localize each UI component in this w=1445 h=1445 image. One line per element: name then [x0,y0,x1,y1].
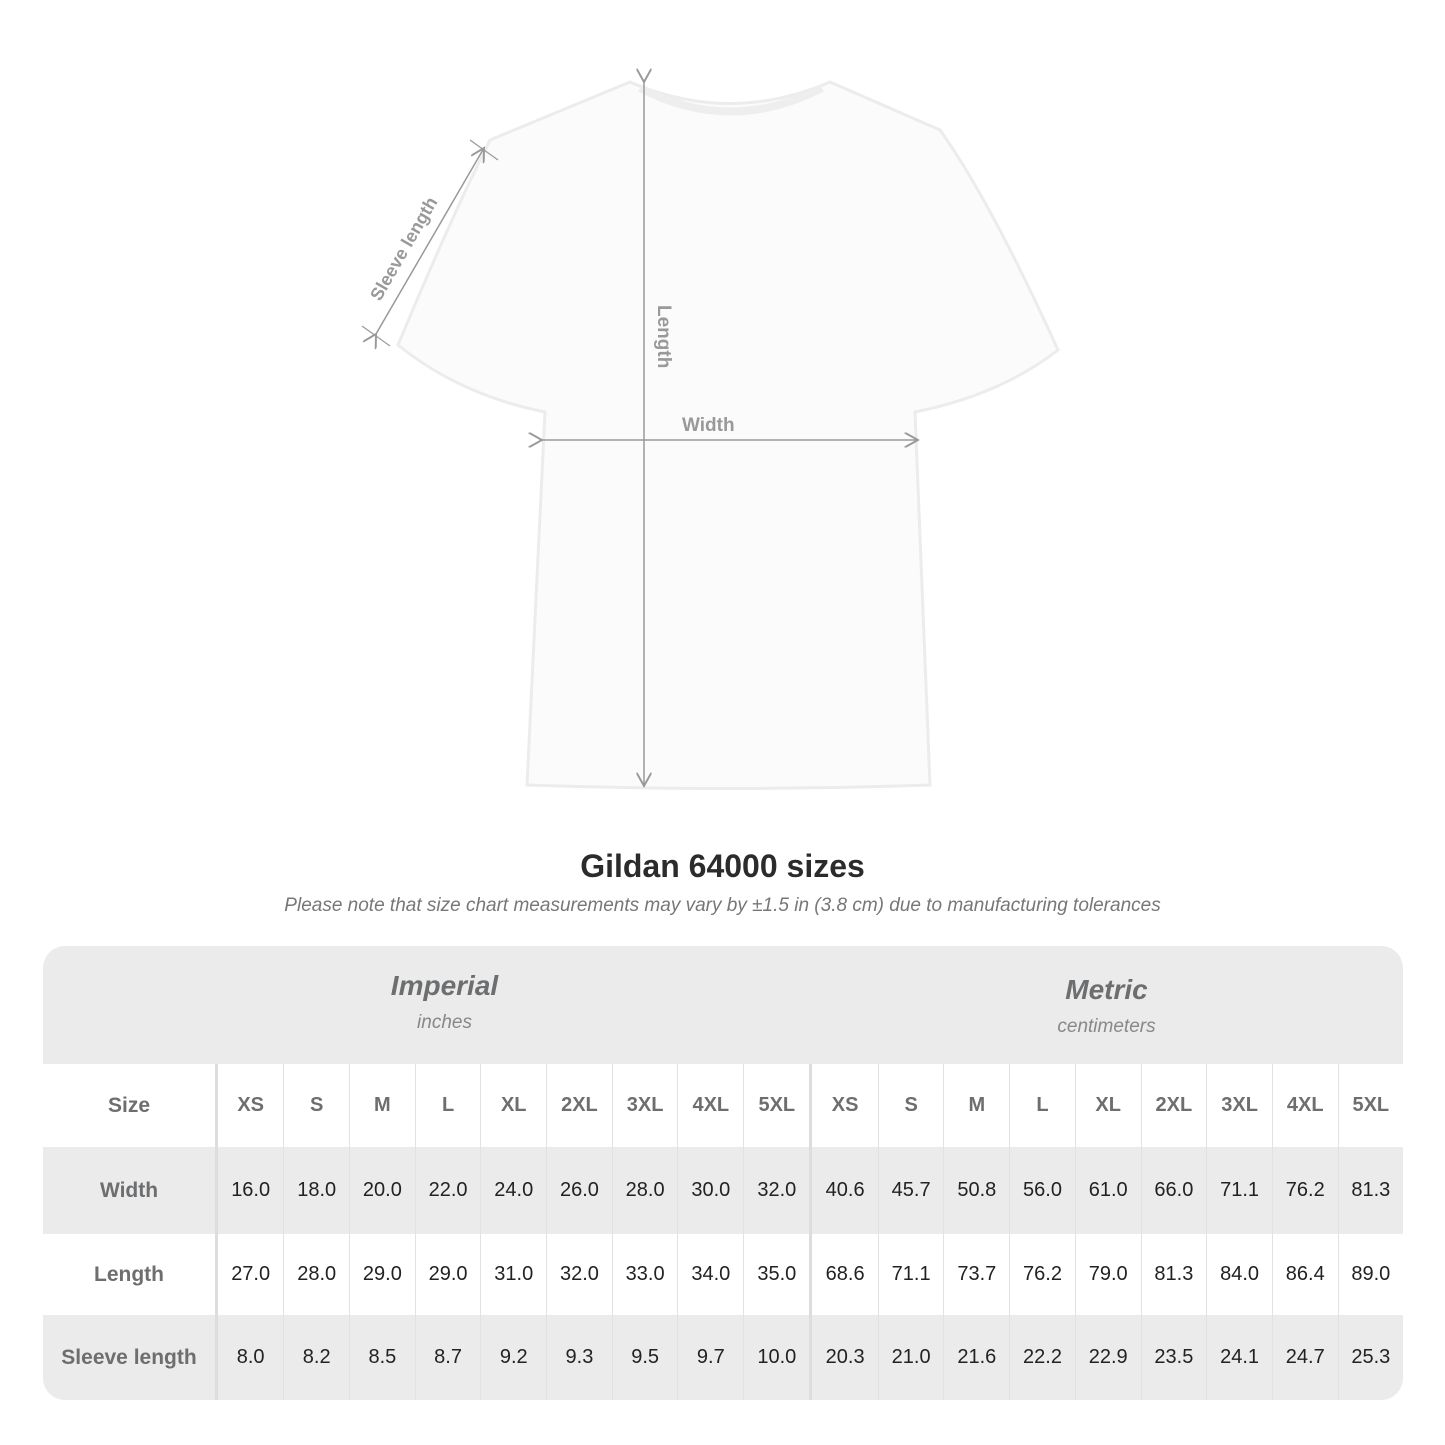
imperial-value: 20.0 [349,1147,416,1234]
imperial-value: 26.0 [546,1147,613,1234]
metric-value: 25.3 [1337,1315,1403,1400]
metric-value: 81.3 [1337,1147,1403,1234]
size-header: 5XL [743,1064,811,1147]
length-label: Length [653,305,674,368]
tshirt-diagram: Sleeve length Length Width [361,0,1060,790]
metric-value: 56.0 [1009,1147,1076,1234]
imperial-value: 10.0 [743,1315,811,1400]
imperial-value: 9.5 [611,1315,678,1400]
page-title: Gildan 64000 sizes [580,848,865,884]
metric-value: 89.0 [1337,1234,1403,1315]
size-header: M [349,1064,416,1147]
imperial-value: 32.0 [546,1234,613,1315]
imperial-value: 24.0 [480,1147,547,1234]
imperial-value: 35.0 [743,1234,811,1315]
metric-value: 24.7 [1271,1315,1339,1400]
metric-value: 68.6 [809,1234,879,1315]
size-header: XL [480,1064,547,1147]
metric-value: 50.8 [943,1147,1010,1234]
metric-value: 61.0 [1074,1147,1142,1234]
imperial-value: 8.2 [283,1315,350,1400]
imperial-heading: Imperial [390,970,499,1001]
metric-value: 76.2 [1009,1234,1076,1315]
size-label: Size [43,1064,218,1147]
imperial-value: 28.0 [283,1234,350,1315]
row-label: Width [43,1147,218,1234]
imperial-value: 8.0 [215,1315,284,1400]
imperial-value: 9.3 [546,1315,613,1400]
size-header: XS [215,1064,284,1147]
imperial-value: 8.7 [414,1315,481,1400]
row-label: Length [43,1234,218,1315]
size-header: XS [809,1064,879,1147]
imperial-value: 28.0 [611,1147,678,1234]
imperial-value: 27.0 [215,1234,284,1315]
size-header: M [943,1064,1010,1147]
sleeve-arrow [376,148,484,334]
row-label: Sleeve length [43,1315,218,1400]
metric-value: 21.6 [943,1315,1010,1400]
imperial-value: 31.0 [480,1234,547,1315]
table-row: Length 27.0 28.0 29.0 29.0 31.0 32.0 33.0 34.0 35… [43,1234,1403,1315]
metric-value: 66.0 [1140,1147,1207,1234]
imperial-value: 33.0 [611,1234,678,1315]
metric-value: 22.9 [1074,1315,1142,1400]
size-table-panel: Imperial inches Metric centimeters Size X… [43,946,1403,1400]
metric-value: 24.1 [1206,1315,1273,1400]
size-header-row: Size XS S M L XL 2XL 3XL 4XL 5XL XS S M L XL 2XL 3XL 4XL 5… [43,1064,1403,1147]
table-row: Width 16.0 18.0 20.0 22.0 24.0 26.0 28.0 30.0 32.… [43,1147,1403,1234]
size-header: XL [1074,1064,1142,1147]
table-row: Sleeve length 8.0 8.2 8.5 8.7 9.2 9.3 9.5 9.7 10.… [43,1315,1403,1400]
imperial-header: Imperial inches [215,970,674,1034]
metric-value: 73.7 [943,1234,1010,1315]
size-header: 2XL [1140,1064,1207,1147]
metric-unit: centimeters [1057,1016,1156,1037]
metric-value: 23.5 [1140,1315,1207,1400]
imperial-value: 30.0 [677,1147,744,1234]
width-label: Width [682,415,735,436]
metric-value: 71.1 [1206,1147,1273,1234]
metric-value: 20.3 [809,1315,879,1400]
size-header: 4XL [677,1064,744,1147]
size-header: 4XL [1271,1064,1339,1147]
imperial-unit: inches [417,1012,472,1033]
metric-header: Metric centimeters [810,974,1403,1038]
metric-value: 79.0 [1074,1234,1142,1315]
imperial-value: 34.0 [677,1234,744,1315]
imperial-value: 8.5 [349,1315,416,1400]
metric-value: 81.3 [1140,1234,1207,1315]
metric-heading: Metric [1065,974,1148,1005]
metric-value: 71.1 [877,1234,944,1315]
size-table: Size XS S M L XL 2XL 3XL 4XL 5XL XS S M L XL 2XL 3XL 4XL 5… [43,1064,1403,1400]
imperial-value: 18.0 [283,1147,350,1234]
size-header: 5XL [1337,1064,1403,1147]
size-header: L [1009,1064,1076,1147]
imperial-value: 9.7 [677,1315,744,1400]
size-header: 3XL [611,1064,678,1147]
imperial-value: 16.0 [215,1147,284,1234]
size-header: S [283,1064,350,1147]
size-header: 2XL [546,1064,613,1147]
metric-value: 22.2 [1009,1315,1076,1400]
size-header: 3XL [1206,1064,1273,1147]
tolerance-note: Please note that size chart measurements… [284,895,1161,916]
metric-value: 84.0 [1206,1234,1273,1315]
metric-value: 21.0 [877,1315,944,1400]
metric-value: 40.6 [809,1147,879,1234]
imperial-value: 22.0 [414,1147,481,1234]
imperial-value: 9.2 [480,1315,547,1400]
imperial-value: 29.0 [414,1234,481,1315]
size-header: L [414,1064,481,1147]
size-header: S [877,1064,944,1147]
metric-value: 86.4 [1271,1234,1339,1315]
metric-value: 76.2 [1271,1147,1339,1234]
imperial-value: 32.0 [743,1147,811,1234]
imperial-value: 29.0 [349,1234,416,1315]
metric-value: 45.7 [877,1147,944,1234]
